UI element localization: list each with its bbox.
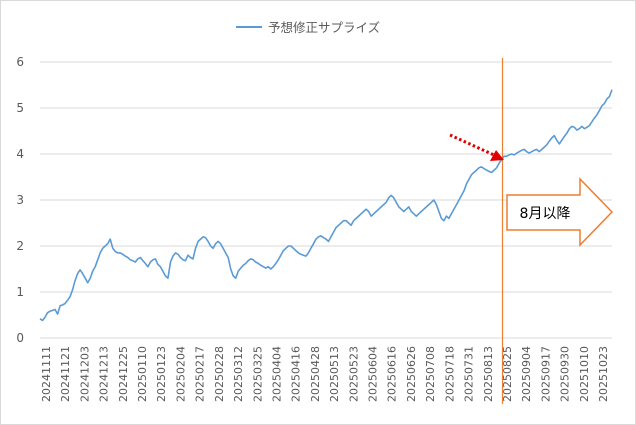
x-tick-label-20241213: 20241213 — [98, 346, 111, 402]
x-tick-label-20250416: 20250416 — [290, 346, 303, 402]
x-tick-label-20241111: 20241111 — [40, 346, 53, 402]
y-tick-label-5: 5 — [16, 101, 24, 115]
x-tick-label-20250523: 20250523 — [347, 346, 360, 402]
x-axis-tick-labels: 20241111 20241121 20241203 20241213 20241225… — [40, 346, 610, 402]
y-tick-label-6: 6 — [16, 55, 24, 69]
x-tick-label-20250110: 20250110 — [136, 346, 149, 402]
x-tick-label-20250217: 20250217 — [194, 346, 207, 402]
x-tick-label-20250616: 20250616 — [386, 346, 399, 402]
y-axis-tick-labels: 0 1 2 3 4 5 6 — [16, 55, 24, 345]
series-line-yosou-shusei — [39, 89, 613, 322]
red-dotted-arrow — [449, 133, 504, 161]
x-tick-label-20250718: 20250718 — [443, 346, 456, 402]
y-tick-label-2: 2 — [16, 239, 24, 253]
x-tick-label-20250513: 20250513 — [328, 346, 341, 402]
y-tick-label-4: 4 — [16, 147, 24, 161]
x-tick-label-20250325: 20250325 — [251, 346, 264, 402]
x-tick-label-20250204: 20250204 — [174, 346, 187, 402]
x-tick-label-20250404: 20250404 — [270, 346, 283, 402]
x-tick-label-20250123: 20250123 — [155, 346, 168, 402]
x-tick-label-20250708: 20250708 — [424, 346, 437, 402]
x-tick-label-20250604: 20250604 — [367, 346, 380, 402]
red-arrow-head — [490, 150, 504, 161]
x-tick-label-20241203: 20241203 — [78, 346, 91, 402]
x-tick-label-20250428: 20250428 — [309, 346, 322, 402]
legend: 予想修正サプライズ — [236, 20, 380, 35]
x-tick-label-20250904: 20250904 — [520, 346, 533, 402]
x-tick-label-20250312: 20250312 — [232, 346, 245, 402]
red-arrow-shaft — [449, 133, 495, 157]
x-tick-label-20251010: 20251010 — [578, 346, 591, 402]
annotation-arrow-shape — [506, 177, 614, 247]
annotation-arrow-box: 8月以降 — [506, 177, 614, 247]
y-tick-label-0: 0 — [16, 331, 24, 345]
x-tick-label-20241121: 20241121 — [59, 346, 72, 402]
legend-label: 予想修正サプライズ — [268, 20, 380, 35]
x-tick-label-20250813: 20250813 — [482, 346, 495, 402]
gridlines — [40, 61, 612, 339]
x-tick-label-20250731: 20250731 — [463, 346, 476, 402]
x-tick-label-20251023: 20251023 — [597, 346, 610, 402]
x-tick-label-20250930: 20250930 — [559, 346, 572, 402]
x-tick-label-20250626: 20250626 — [405, 346, 418, 402]
x-tick-label-20241225: 20241225 — [117, 346, 130, 402]
y-tick-label-1: 1 — [16, 285, 24, 299]
annotation-text: 8月以降 — [520, 206, 571, 222]
x-tick-label-20250228: 20250228 — [213, 346, 226, 402]
x-tick-label-20250825: 20250825 — [501, 346, 514, 402]
y-tick-label-3: 3 — [16, 193, 24, 207]
x-tick-label-20250917: 20250917 — [539, 346, 552, 402]
